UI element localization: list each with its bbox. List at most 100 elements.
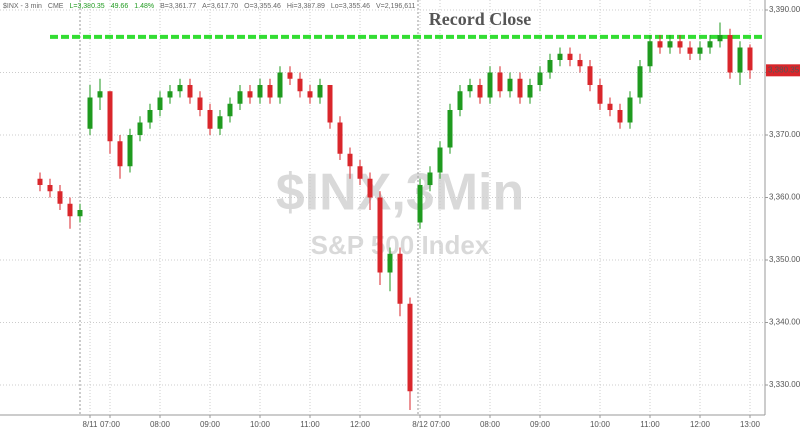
x-tick-label: 11:00 [300, 420, 320, 429]
header-item: L=3,380.35 [69, 3, 104, 10]
candle-body [147, 110, 153, 123]
header-item: A=3,617.70 [202, 3, 238, 10]
candle-body [137, 122, 143, 135]
x-tick-label: 09:00 [200, 420, 221, 429]
candle-body [697, 47, 703, 54]
candle-body [97, 91, 103, 98]
candle-body [587, 66, 593, 85]
header-item: CME [48, 3, 64, 10]
candle-body [507, 78, 513, 92]
candle-body [577, 60, 583, 67]
candle-body [247, 91, 253, 98]
candle-body [497, 72, 503, 92]
y-tick-label: 3,340.00 [769, 318, 800, 327]
candle-body [217, 116, 223, 129]
candle-body [237, 91, 243, 104]
candle-body [607, 103, 613, 110]
y-tick-label: 3,330.00 [769, 380, 800, 389]
candle-body [367, 178, 373, 198]
watermark: $INX,3Min [276, 164, 525, 222]
candle-body [317, 85, 323, 98]
x-tick-label: 13:00 [740, 420, 761, 429]
candle-body [447, 110, 453, 148]
candle-body [257, 85, 263, 98]
candle-body [537, 72, 543, 85]
x-tick-label: 8/12 [412, 420, 428, 429]
candle-body [457, 91, 463, 110]
candle-body [287, 72, 293, 79]
candle-body [177, 85, 183, 92]
x-tick-label: 08:00 [480, 420, 501, 429]
candle-body [707, 41, 713, 48]
candle-body [77, 210, 83, 217]
header-item: V=2,196,611 [376, 3, 415, 10]
candle-body [167, 91, 173, 98]
y-tick-label: 3,360.00 [769, 193, 800, 202]
x-tick-label: 12:00 [690, 420, 711, 429]
candle-body [637, 66, 643, 98]
candle-body [567, 53, 573, 60]
candle-body [737, 47, 743, 73]
candle-body [617, 110, 623, 123]
candle-body [627, 97, 633, 123]
candle-body [477, 85, 483, 98]
candle-body [467, 85, 473, 92]
candle-body [647, 41, 653, 67]
candle-body [187, 85, 193, 98]
candle-body [227, 103, 233, 117]
candle-body [687, 47, 693, 54]
candle-body [277, 72, 283, 98]
candle-body [57, 191, 63, 204]
x-tick-label: 07:00 [100, 420, 121, 429]
header-item: Hi=3,387.89 [287, 3, 325, 10]
candle-body [377, 197, 383, 273]
candle-body [37, 178, 43, 185]
candle-body [677, 41, 683, 48]
candle-body [347, 153, 353, 167]
y-tick-label: 3,350.00 [769, 255, 800, 264]
candle-body [657, 41, 663, 48]
candle-body [547, 60, 553, 73]
candle-body [437, 147, 443, 173]
candle-body [107, 91, 113, 142]
candle-body [667, 41, 673, 48]
candle-body [557, 53, 563, 60]
y-tick-label: 3,370.00 [769, 130, 800, 139]
candle-body [397, 253, 403, 304]
last-price-box [766, 64, 800, 77]
x-tick-label: 08:00 [150, 420, 171, 429]
candle-body [207, 110, 213, 129]
candle-body [407, 303, 413, 392]
x-tick-label: 12:00 [350, 420, 371, 429]
header-item: $INX - 3 min [3, 3, 42, 10]
candle-body [47, 185, 53, 192]
header-item: Lo=3,355.46 [331, 3, 370, 10]
candle-body [117, 141, 123, 167]
y-tick-label: 3,390.00 [769, 5, 800, 14]
header-item: 49.66 [111, 3, 129, 10]
candle-body [357, 166, 363, 179]
candle-body [747, 47, 753, 71]
candle-body [517, 78, 523, 98]
header-item: O=3,355.46 [244, 3, 281, 10]
candle-body [417, 185, 423, 223]
candle-body [597, 85, 603, 104]
candle-body [297, 78, 303, 92]
candle-body [487, 72, 493, 98]
candle-body [727, 35, 733, 73]
last-price-label: 3,380.35 [768, 65, 800, 74]
candle-body [157, 97, 163, 110]
x-tick-label: 8/11 [83, 420, 99, 429]
x-tick-label: 09:00 [530, 420, 551, 429]
candle-body [87, 97, 93, 129]
candle-body [127, 135, 133, 167]
header: $INX - 3 min CME L=3,380.35 49.66 1.48% B=3,3… [3, 3, 415, 10]
candle-body [527, 85, 533, 98]
x-tick-label: 10:00 [250, 420, 271, 429]
header-item: 1.48% [134, 3, 154, 10]
candle-body [197, 97, 203, 110]
candle-body [67, 203, 73, 217]
candle-body [327, 85, 333, 123]
candle-body [307, 91, 313, 98]
